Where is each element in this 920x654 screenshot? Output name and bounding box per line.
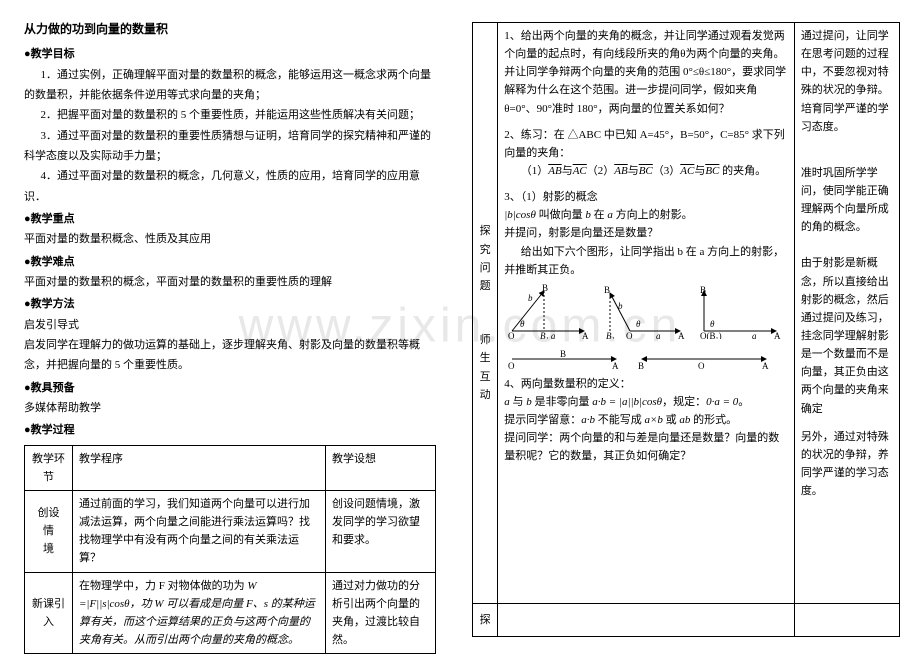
process-heading: ●教学过程 (24, 420, 436, 440)
program-cell-empty (498, 604, 795, 637)
spacer (504, 180, 788, 188)
program-cell-explore: 1、给出两个向量的夹角的概念，并让同学通过观看发觉两个向量的起点时，有向线段所夹… (498, 23, 795, 604)
goal-heading: ●教学目标 (24, 44, 436, 64)
program-cell-1: 通过前面的学习，我们知道两个向量可以进行加减法运算，两个向量之间能进行乘法运算吗… (73, 491, 326, 573)
projection-fig-5: O B A (634, 345, 774, 371)
svg-text:B: B (700, 285, 706, 295)
env-cell-2: 新课引入 (25, 572, 73, 654)
svg-text:B: B (542, 283, 548, 293)
difficulty-heading: ●教学难点 (24, 252, 436, 272)
svg-text:B: B (560, 349, 566, 359)
idea-b: 准时巩固所学学问，使同学能正确理解两个向量所成的角的概念。 (801, 164, 893, 237)
spacer (801, 136, 893, 164)
method-text-1: 启发引导式 (24, 315, 436, 335)
block4b: a 与 b 是非零向量 a·b = |a||b|cosθ，规定：0·a = 0。 (504, 393, 788, 411)
left-column: 从力做的功到向量的数量积 ●教学目标 1．通过实例，正确理解平面对量的数量积的概… (0, 0, 460, 651)
page-container: 从力做的功到向量的数量积 ●教学目标 1．通过实例，正确理解平面对量的数量积的概… (0, 0, 920, 651)
projection-diagrams: O A B₁ a b B θ O (504, 283, 788, 371)
method-text-2: 启发同学在理解力的做功运算的基础上，逐步理解夹角、射影及向量的数量积等概念，并把… (24, 335, 436, 376)
program-2a: 在物理学中，力 F 对物体做的功为 (79, 580, 245, 592)
block3d: 给出如下六个图形，让同学指出 b 在 a 方向上的射影，并推断其正负。 (504, 243, 788, 279)
program-cell-2: 在物理学中，力 F 对物体做的功为 W =|F||s|cosθ，功 W 可以看成… (73, 572, 326, 654)
svg-text:θ: θ (520, 319, 525, 329)
projection-fig-3: O(B₁) A a B θ (696, 283, 782, 339)
goal-line-2: 2．把握平面对量的数量积的 5 个重要性质，并能运用这些性质解决有关问题； (24, 105, 436, 125)
svg-text:A: A (582, 331, 589, 339)
svg-text:B₁ a: B₁ a (540, 331, 556, 339)
svg-text:a: a (752, 331, 757, 339)
table-row: 探 (473, 604, 900, 637)
svg-text:B: B (604, 285, 610, 295)
svg-text:B₁: B₁ (606, 331, 615, 339)
focus-heading: ●教学重点 (24, 209, 436, 229)
svg-text:A: A (762, 361, 769, 371)
idea-a: 通过提问，让同学在思考问题的过程中，不要忽视对特殊的状况的争辩。培育同学严谨的学… (801, 27, 893, 136)
svg-text:O: O (626, 331, 633, 339)
block2a: 2、练习：在 △ABC 中已知 A=45°，B=50°，C=85° 求下列向量的… (504, 126, 788, 162)
lesson-table-left: 教学环节 教学程序 教学设想 创设情境 通过前面的学习，我们知道两个向量可以进行… (24, 445, 436, 654)
env-cell-1: 创设情境 (25, 491, 73, 573)
th-env: 教学环节 (25, 445, 73, 490)
spacer (801, 236, 893, 254)
spacer (504, 118, 788, 126)
svg-text:O(B₁): O(B₁) (700, 331, 722, 339)
block4a: 4、两向量数量积的定义： (504, 375, 788, 393)
th-idea: 教学设想 (326, 445, 436, 490)
block4d: 提问同学：两个向量的和与差是向量还是数量？向量的数量积呢？它的数量，其正负如何确… (504, 429, 788, 465)
projection-fig-1: O A B₁ a b B θ (504, 283, 590, 339)
idea-d: 另外，通过对特殊的状况的争辩，养同学严谨的学习态度。 (801, 428, 893, 501)
block2b: （1）AB与AC（2）AB与BC（3）AC与BC 的夹角。 (504, 162, 788, 180)
svg-text:O: O (698, 361, 705, 371)
goal-line-4: 4．通过平面对量的数量积的概念，几何意义，性质的应用，培育同学的应用意识． (24, 166, 436, 207)
svg-text:a: a (656, 331, 661, 339)
right-column: 探究问题 师生互动 1、给出两个向量的夹角的概念，并让同学通过观看发觉两个向量的… (460, 0, 920, 651)
block3c: 并提问，射影是向量还是数量？ (504, 224, 788, 242)
idea-c: 由于射影是新概念，所以直接给出射影的概念，然后通过提问及练习，挂念同学理解射影是… (801, 254, 893, 417)
svg-text:b: b (528, 293, 533, 303)
env-cell-explore-2: 探 (473, 604, 498, 637)
goal-line-3: 3．通过平面对量的数量积的重要性质猜想与证明，培育同学的探究精神和严谨的科学态度… (24, 126, 436, 167)
svg-text:θ: θ (636, 319, 641, 329)
projection-fig-4: O A B (504, 345, 624, 371)
idea-cell-2: 通过对力做功的分析引出两个向量的夹角，过渡比较自然。 (326, 572, 436, 654)
svg-text:A: A (678, 331, 685, 339)
idea-cell-explore: 通过提问，让同学在思考问题的过程中，不要忽视对特殊的状况的争辩。培育同学严谨的学… (794, 23, 899, 604)
th-program: 教学程序 (73, 445, 326, 490)
lesson-title: 从力做的功到向量的数量积 (24, 18, 436, 40)
block4c: 提示同学留意：a·b 不能写成 a×b 或 ab 的形式。 (504, 411, 788, 429)
projection-fig-2: O A B₁ a B b θ (600, 283, 686, 339)
table-row: 教学环节 教学程序 教学设想 (25, 445, 436, 490)
idea-cell-1: 创设问题情境，激发同学的学习欲望和要求。 (326, 491, 436, 573)
svg-text:b: b (618, 301, 623, 311)
table-row: 新课引入 在物理学中，力 F 对物体做的功为 W =|F||s|cosθ，功 W… (25, 572, 436, 654)
tool-text: 多媒体帮助教学 (24, 398, 436, 418)
goal-line-1: 1．通过实例，正确理解平面对量的数量积的概念，能够运用这一概念求两个向量的数量积… (24, 65, 436, 106)
table-row: 探究问题 师生互动 1、给出两个向量的夹角的概念，并让同学通过观看发觉两个向量的… (473, 23, 900, 604)
svg-text:B: B (638, 361, 644, 371)
svg-text:θ: θ (710, 319, 715, 329)
block1: 1、给出两个向量的夹角的概念，并让同学通过观看发觉两个向量的起点时，有向线段所夹… (504, 27, 788, 118)
method-heading: ●教学方法 (24, 294, 436, 314)
tool-heading: ●教具预备 (24, 378, 436, 398)
focus-text: 平面对量的数量积概念、性质及其应用 (24, 229, 436, 249)
env-cell-explore: 探究问题 师生互动 (473, 23, 498, 604)
table-row: 创设情境 通过前面的学习，我们知道两个向量可以进行加减法运算，两个向量之间能进行… (25, 491, 436, 573)
spacer (801, 418, 893, 428)
svg-text:O: O (508, 361, 515, 371)
block3a: 3、（1）射影的概念 (504, 188, 788, 206)
lesson-table-right: 探究问题 师生互动 1、给出两个向量的夹角的概念，并让同学通过观看发觉两个向量的… (472, 22, 900, 637)
difficulty-text: 平面对量的数量积的概念，平面对量的数量积的重要性质的理解 (24, 272, 436, 292)
svg-text:O: O (508, 331, 515, 339)
svg-text:A: A (774, 331, 781, 339)
block3b: |b|cosθ 叫做向量 b 在 a 方向上的射影。 (504, 206, 788, 224)
idea-cell-empty (794, 604, 899, 637)
svg-text:A: A (612, 361, 619, 371)
